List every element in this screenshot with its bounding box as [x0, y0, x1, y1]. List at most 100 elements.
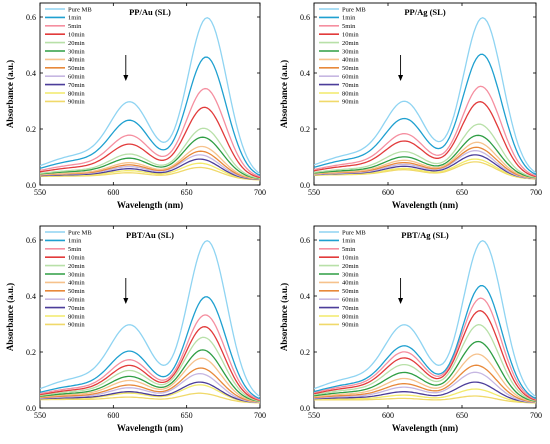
- x-tick-label: 550: [308, 411, 320, 420]
- chart-panel-1: 550 600 650 700 0.0 0.2 0.4 0.6 Wavelength (nm) A…: [5, 2, 266, 210]
- legend-label: 1min: [342, 15, 356, 22]
- y-tick-label: 0.4: [300, 69, 310, 78]
- legend-label: Pure MB: [68, 229, 92, 236]
- y-axis-label: Absorbance (a.u.): [279, 60, 289, 128]
- y-tick-label: 0.4: [26, 292, 36, 301]
- trend-arrow-head: [123, 298, 129, 304]
- legend-label: 1min: [342, 238, 356, 245]
- legend-label: 30min: [342, 48, 359, 55]
- series-line-40min: [40, 357, 260, 403]
- series-group: [314, 239, 536, 404]
- x-tick-label: 700: [254, 188, 266, 197]
- series-line-10min: [314, 310, 536, 401]
- plot-frame: [313, 2, 537, 186]
- series-line-30min: [40, 136, 260, 180]
- x-axis-label: Wavelength (nm): [392, 200, 458, 210]
- y-tick-label: 0.4: [300, 292, 310, 301]
- legend-label: 60min: [68, 297, 85, 304]
- legend-label: 80min: [342, 313, 359, 320]
- series-line-50min: [314, 146, 536, 179]
- legend-label: 90min: [68, 99, 85, 106]
- legend-label: Pure MB: [342, 6, 366, 13]
- legend-label: 5min: [68, 23, 82, 30]
- legend-label: 20min: [342, 40, 359, 47]
- legend-label: 20min: [342, 263, 359, 270]
- legend-label: 50min: [68, 288, 85, 295]
- series-line-pure-mb: [40, 239, 260, 398]
- y-tick-label: 0.4: [26, 69, 36, 78]
- x-tick-label: 700: [530, 411, 542, 420]
- series-line-70min: [40, 158, 260, 181]
- legend-label: 40min: [342, 280, 359, 287]
- series-line-70min: [40, 381, 260, 404]
- series-line-40min: [314, 141, 536, 179]
- legend-label: 70min: [342, 305, 359, 312]
- x-tick-label: 700: [254, 411, 266, 420]
- y-tick-label: 0.6: [300, 13, 310, 22]
- series-line-60min: [314, 150, 536, 180]
- x-tick-label: 700: [530, 188, 542, 197]
- x-tick-label: 550: [34, 411, 46, 420]
- series-line-80min: [314, 388, 536, 404]
- legend-label: 30min: [68, 48, 85, 55]
- legend-label: 60min: [342, 74, 359, 81]
- series-line-1min: [40, 296, 260, 400]
- series-line-10min: [314, 101, 536, 178]
- x-tick-label: 650: [456, 411, 468, 420]
- legend-label: 10min: [342, 255, 359, 262]
- legend-label: 10min: [342, 32, 359, 39]
- series-line-1min: [314, 285, 536, 400]
- legend-label: 40min: [342, 57, 359, 64]
- x-tick-label: 600: [107, 411, 119, 420]
- series-line-30min: [40, 349, 260, 403]
- series-line-20min: [314, 123, 536, 179]
- series-line-70min: [314, 381, 536, 404]
- legend-label: 70min: [68, 305, 85, 312]
- x-tick-label: 550: [308, 188, 320, 197]
- legend-label: 1min: [68, 15, 82, 22]
- y-tick-label: 0.0: [300, 181, 310, 190]
- plot-frame: [39, 225, 261, 409]
- series-group: [40, 16, 260, 181]
- legend-label: 5min: [342, 246, 356, 253]
- legend-label: 70min: [68, 82, 85, 89]
- legend-label: 10min: [68, 255, 85, 262]
- x-tick-label: 600: [382, 188, 394, 197]
- y-tick-label: 0.0: [300, 404, 310, 413]
- legend-label: 10min: [68, 32, 85, 39]
- series-line-20min: [40, 336, 260, 402]
- legend-label: 40min: [68, 280, 85, 287]
- x-tick-label: 650: [181, 411, 193, 420]
- series-line-pure-mb: [314, 16, 536, 174]
- series-line-10min: [40, 106, 260, 179]
- y-tick-label: 0.6: [26, 236, 36, 245]
- series-line-50min: [40, 150, 260, 180]
- series-line-40min: [314, 353, 536, 403]
- legend-label: 50min: [342, 288, 359, 295]
- x-tick-label: 650: [456, 188, 468, 197]
- panel-title: PP/Ag (SL): [404, 7, 445, 17]
- x-axis-label: Wavelength (nm): [392, 423, 458, 433]
- legend-label: 90min: [342, 322, 359, 329]
- legend-label: 1min: [68, 238, 82, 245]
- series-line-pure-mb: [40, 16, 260, 175]
- series-line-90min: [40, 166, 260, 181]
- legend-label: 20min: [68, 263, 85, 270]
- y-tick-label: 0.2: [26, 348, 36, 357]
- x-axis-label: Wavelength (nm): [117, 200, 183, 210]
- series-line-60min: [314, 371, 536, 404]
- y-tick-label: 0.0: [26, 181, 36, 190]
- legend-label: 90min: [68, 322, 85, 329]
- legend-label: 40min: [68, 57, 85, 64]
- series-line-1min: [40, 56, 260, 176]
- series-line-90min: [314, 395, 536, 404]
- chart-panel-2: 550 600 650 700 0.0 0.2 0.4 0.6 Wavelength (nm) A…: [279, 2, 542, 210]
- series-group: [40, 239, 260, 404]
- y-tick-label: 0.6: [26, 13, 36, 22]
- legend-label: 30min: [68, 271, 85, 278]
- legend-label: Pure MB: [342, 229, 366, 236]
